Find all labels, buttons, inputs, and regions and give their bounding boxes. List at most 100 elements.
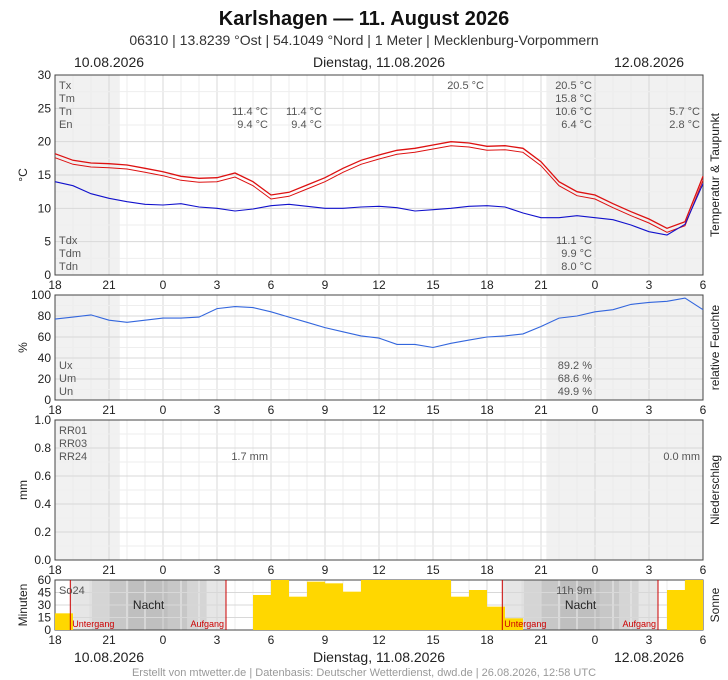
sunshine-bar (253, 595, 271, 630)
y-tick-label: 0 (44, 268, 51, 282)
y-tick-label: 0.2 (34, 525, 51, 539)
x-tick-label: 3 (646, 633, 653, 647)
sun-event-label: Aufgang (622, 619, 656, 629)
x-tick-label: 18 (48, 403, 62, 417)
x-tick-label: 3 (214, 403, 221, 417)
footer-credit: Erstellt von mtwetter.de | Datenbasis: D… (132, 667, 596, 679)
stat-value: 11.4 °C (286, 106, 322, 118)
x-tick-label: 0 (592, 563, 599, 577)
x-tick-label: 21 (102, 278, 116, 292)
stat-value: 2.8 °C (669, 119, 700, 131)
date-left-top: 10.08.2026 (74, 54, 144, 70)
stat-value: 20.5 °C (555, 80, 592, 92)
x-tick-label: 6 (700, 278, 707, 292)
stat-value: 9.4 °C (291, 119, 322, 131)
x-tick-label: 6 (268, 563, 275, 577)
station-info: 06310 | 13.8239 °Ost | 54.1049 °Nord | 1… (129, 32, 598, 48)
sunshine-bar (469, 590, 487, 630)
x-tick-label: 3 (214, 633, 221, 647)
stat-value: 11.4 °C (232, 106, 268, 118)
y-tick-label: 20 (38, 135, 52, 149)
night-label: Nacht (565, 598, 597, 612)
sunshine-bar (361, 580, 379, 630)
x-tick-label: 18 (480, 563, 494, 577)
y-tick-label: 60 (38, 330, 52, 344)
stat-value: 0.0 mm (663, 451, 700, 463)
temperature-panel: 0 5 10 15 20 25 30 18 21 0 3 6 9 12 15 18 21 0 3 6 °C Tempera… (16, 68, 722, 292)
sun-event-label: Aufgang (190, 619, 224, 629)
x-tick-label: 18 (48, 278, 62, 292)
y-tick-label: 30 (38, 598, 52, 612)
sunshine-bar (505, 618, 523, 630)
stat-value: 5.7 °C (669, 106, 700, 118)
y-tick-label: 15 (38, 611, 52, 625)
x-tick-label: 12 (372, 563, 386, 577)
y-tick-label: 15 (38, 168, 52, 182)
x-tick-label: 9 (322, 633, 329, 647)
x-tick-label: 6 (700, 403, 707, 417)
sunshine-bar (379, 580, 397, 630)
stat-value: 10.6 °C (555, 106, 592, 118)
side-label: Sonne (708, 587, 722, 622)
x-tick-label: 6 (700, 633, 707, 647)
x-tick-label: 18 (480, 633, 494, 647)
stat-name: Un (59, 386, 73, 398)
x-tick-label: 21 (102, 403, 116, 417)
x-tick-label: 21 (534, 278, 548, 292)
y-tick-label: 0 (44, 393, 51, 407)
x-tick-label: 21 (534, 403, 548, 417)
series-line-humidity (54, 297, 704, 349)
series-line-dewpoint (54, 181, 704, 236)
x-tick-label: 12 (372, 403, 386, 417)
y-axis-label: mm (16, 480, 30, 500)
sunshine-bar (325, 583, 343, 630)
humidity-panel: 0 20 40 60 80 100 18 21 0 3 6 9 12 15 18 21 0 3 6% relative… (16, 288, 722, 417)
x-tick-label: 21 (534, 563, 548, 577)
date-right-top: 12.08.2026 (614, 54, 684, 70)
stat-name: Tx (59, 80, 72, 92)
sunshine-bar (487, 606, 505, 630)
stat-value: 11.1 °C (556, 235, 592, 247)
y-axis-label: °C (16, 168, 30, 182)
panel-frame (54, 74, 704, 276)
stat-name: Tdn (59, 261, 78, 273)
stat-name: RR24 (59, 451, 87, 463)
x-tick-label: 21 (534, 633, 548, 647)
y-tick-label: 0.4 (34, 497, 51, 511)
stat-value: 20.5 °C (447, 80, 484, 92)
x-tick-label: 6 (268, 403, 275, 417)
x-tick-label: 9 (322, 403, 329, 417)
stat-name: Um (59, 373, 76, 385)
y-axis-label: Minuten (16, 584, 30, 627)
stat-value: 6.4 °C (561, 119, 592, 131)
y-tick-label: 0.6 (34, 469, 51, 483)
stat-value: 8.0 °C (561, 261, 592, 273)
x-tick-label: 6 (700, 563, 707, 577)
x-tick-label: 18 (480, 278, 494, 292)
side-label: Niederschlag (708, 455, 722, 525)
x-tick-label: 3 (214, 278, 221, 292)
sunshine-bar (307, 581, 325, 630)
sunshine-bar (685, 580, 703, 630)
y-axis-label: % (16, 342, 30, 353)
precipitation-panel: 0.0 0.2 0.4 0.6 0.8 1.0 18 21 0 3 6 9 12 15 18 21 0 3 6 mm N… (16, 413, 722, 577)
x-tick-label: 12 (372, 278, 386, 292)
y-tick-label: 45 (38, 586, 52, 600)
y-tick-label: 80 (38, 309, 52, 323)
panel-frame (54, 419, 704, 561)
y-tick-label: 25 (38, 101, 52, 115)
stat-value: 1.7 mm (231, 451, 268, 463)
sunshine-bar (433, 580, 451, 630)
x-tick-label: 0 (592, 633, 599, 647)
side-label: Temperatur & Taupunkt (708, 112, 722, 237)
y-tick-label: 10 (38, 201, 52, 215)
x-tick-label: 6 (268, 633, 275, 647)
x-tick-label: 0 (160, 563, 167, 577)
stat-value: 15.8 °C (555, 93, 592, 105)
stat-value: 9.9 °C (561, 248, 592, 260)
stat-name: En (59, 119, 72, 131)
sunshine-bar (289, 596, 307, 630)
sunshine-bar (415, 580, 433, 630)
night-label: Nacht (133, 598, 165, 612)
